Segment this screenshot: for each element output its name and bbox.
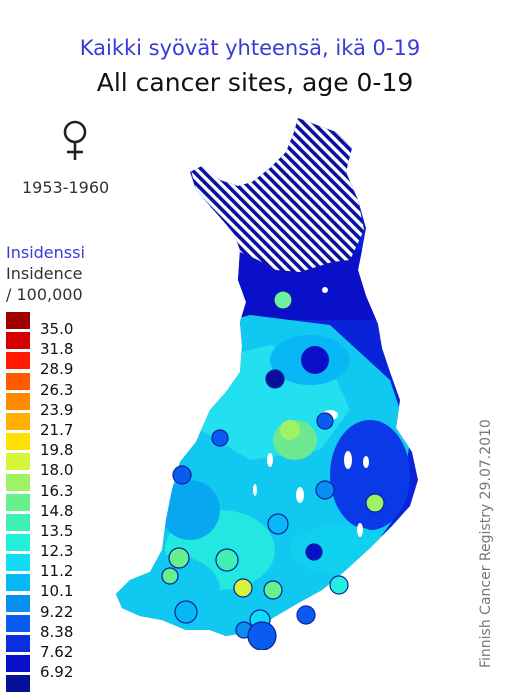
city-marker [265,369,285,389]
city-marker [247,621,277,650]
legend-value: 16.3 [40,481,74,500]
legend-row: 23.9 [6,392,106,418]
city-marker [168,547,190,569]
legend-row: 14.8 [6,493,106,519]
legend-swatch [6,534,30,552]
legend-row: 35.0 [6,312,106,337]
legend-row: 8.38 [6,614,106,640]
legend-swatch [6,473,30,491]
legend-value: 12.3 [40,542,74,561]
legend-row: 9.22 [6,594,106,620]
legend-swatch [6,372,30,390]
legend-swatch [6,352,30,370]
city-marker [273,290,293,310]
city-marker [365,493,385,513]
legend-value: 19.8 [40,441,74,460]
city-marker [215,548,239,572]
legend-swatch [6,675,30,693]
legend-value: 26.3 [40,380,74,399]
legend-swatch [6,513,30,531]
city-marker [172,465,192,485]
legend-swatch [6,614,30,632]
city-marker [174,600,198,624]
legend-value: 7.62 [40,643,74,661]
legend-value: 9.22 [40,602,74,621]
legend-swatch [6,412,30,430]
city-marker [305,543,323,561]
female-symbol-icon [63,120,87,160]
legend-row: 18.0 [6,453,106,478]
legend-row: 6.92 [6,655,106,680]
legend-title-english: Insidence [6,264,83,283]
city-marker [315,480,335,500]
city-marker [316,412,334,430]
legend-swatch [6,594,30,612]
legend-row: 7.62 [6,635,106,660]
legend-title-finnish: Insidenssi [6,243,85,262]
legend-swatch [6,332,30,350]
legend-row: 10.1 [6,574,106,599]
legend-swatch [6,574,30,592]
legend-value: 31.8 [40,340,74,359]
legend-row: 19.8 [6,433,106,458]
legend-value: 14.8 [40,501,74,520]
legend-value: 6.92 [40,663,74,682]
legend-swatch [6,433,30,451]
color-legend: 35.0 31.8 28.9 26.3 23.9 21.7 19.8 18.0 16.3 14.8… [6,312,106,696]
finland-map [116,118,418,650]
city-marker [296,605,316,625]
map-title-finnish: Kaikki syövät yhteensä, ikä 0-19 [79,36,421,60]
legend-swatch [6,312,30,329]
time-period-label: 1953-1960 [22,178,110,197]
legend-value: 23.9 [40,400,74,419]
legend-heading: Insidenssi Insidence / 100,000 [6,242,85,305]
legend-row: 12.3 [6,534,106,559]
legend-row: 16.3 [6,473,106,499]
legend-value: 8.38 [40,622,74,641]
legend-value: 11.2 [40,562,74,581]
city-marker [161,567,179,585]
legend-row: 28.9 [6,352,106,377]
city-marker [329,575,349,595]
legend-row: 26.3 [6,372,106,398]
incidence-surface [116,118,418,636]
city-marker [263,580,283,600]
legend-row: 11.2 [6,554,106,579]
legend-value: 13.5 [40,521,74,540]
legend-value: 18.0 [40,461,74,480]
legend-row: 31.8 [6,332,106,357]
legend-swatch [6,554,30,572]
legend-value: 21.7 [40,420,74,439]
legend-value: 28.9 [40,360,74,379]
lakes [253,287,369,537]
city-marker [233,578,253,598]
legend-value: 10.1 [40,582,74,601]
legend-swatch [6,635,30,652]
legend-swatch [6,493,30,511]
legend-row: 21.7 [6,412,106,438]
legend-value: 35.0 [40,320,74,338]
source-credit: Finnish Cancer Registry 29.07.2010 [478,419,494,668]
city-marker [267,513,289,535]
legend-swatch [6,392,30,410]
legend-row [6,675,106,695]
city-markers [161,290,385,650]
legend-row: 13.5 [6,513,106,539]
legend-swatch [6,655,30,673]
legend-unit: / 100,000 [6,285,83,304]
city-marker [211,429,229,447]
map-title-english: All cancer sites, age 0-19 [96,68,414,97]
legend-swatch [6,453,30,471]
